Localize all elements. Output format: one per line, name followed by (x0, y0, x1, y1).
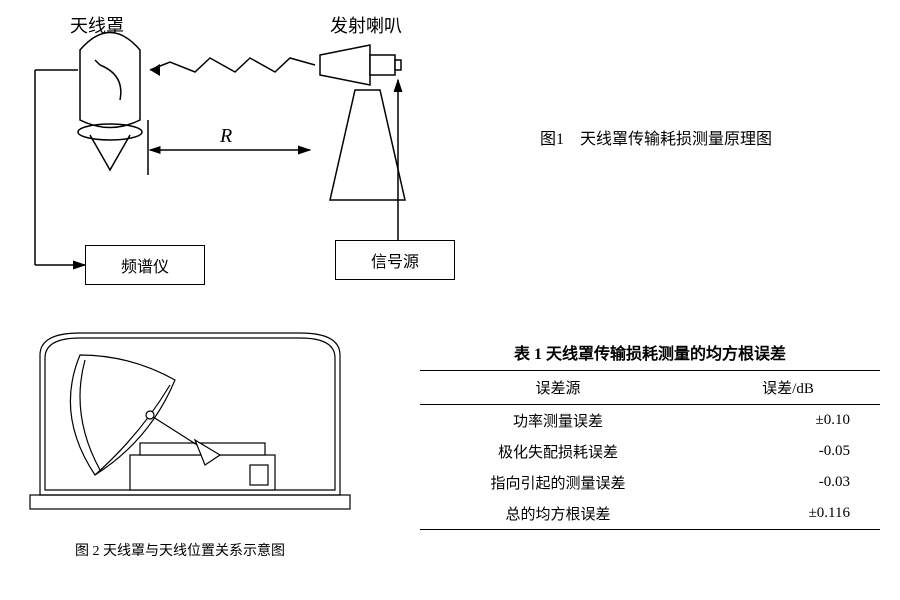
fig1-radome-label: 天线罩 (70, 12, 124, 38)
table-row: 功率测量误差 ±0.10 (420, 405, 880, 437)
table1-r1c1: -0.05 (696, 436, 880, 467)
fig1-signal-box: 信号源 (335, 240, 455, 280)
fig1-spectrum-text: 频谱仪 (121, 253, 169, 277)
table1-r1c0: 极化失配损耗误差 (420, 436, 696, 467)
table1: 误差源 误差/dB 功率测量误差 ±0.10 极化失配损耗误差 -0.05 指向… (420, 370, 880, 530)
table1-col-0: 误差源 (420, 371, 696, 405)
fig1-caption: 图1 天线罩传输耗损测量原理图 (540, 125, 772, 149)
table1-r0c1: ±0.10 (696, 405, 880, 437)
fig1-spectrum-box: 频谱仪 (85, 245, 205, 285)
table-row: 指向引起的测量误差 -0.03 (420, 467, 880, 498)
fig1-R-label: R (220, 125, 232, 148)
table1-r2c1: -0.03 (696, 467, 880, 498)
table1-r0c0: 功率测量误差 (420, 405, 696, 437)
fig2-caption: 图 2 天线罩与天线位置关系示意图 (75, 540, 285, 560)
table-row: 极化失配损耗误差 -0.05 (420, 436, 880, 467)
table1-title: 表 1 天线罩传输损耗测量的均方根误差 (420, 340, 880, 364)
table1-col-1: 误差/dB (696, 371, 880, 405)
table1-r3c1: ±0.116 (696, 498, 880, 530)
fig1-signal-text: 信号源 (371, 248, 419, 272)
fig1-horn-label: 发射喇叭 (330, 12, 402, 38)
table1-area: 表 1 天线罩传输损耗测量的均方根误差 误差源 误差/dB 功率测量误差 ±0.… (420, 340, 880, 530)
table1-r3c0: 总的均方根误差 (420, 498, 696, 530)
table-row: 总的均方根误差 ±0.116 (420, 498, 880, 530)
table1-r2c0: 指向引起的测量误差 (420, 467, 696, 498)
